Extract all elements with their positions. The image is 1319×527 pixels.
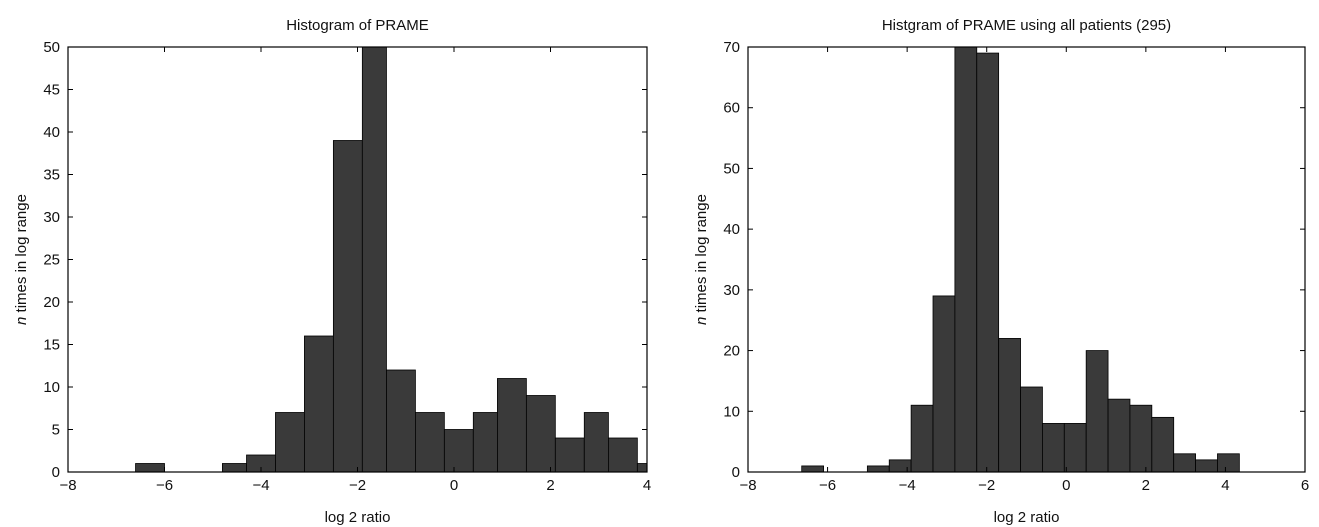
histogram-bar [1151, 416, 1175, 472]
histogram-bar [583, 412, 609, 472]
y-tick-label: 5 [52, 422, 60, 439]
y-tick-label: 20 [43, 294, 60, 311]
histogram-bar [954, 47, 978, 472]
histogram-bar [1217, 453, 1240, 472]
x-tick-label: −4 [899, 477, 916, 494]
x-tick-label: −2 [978, 477, 995, 494]
y-tick-label: 10 [723, 403, 740, 420]
histogram-bar [1129, 404, 1153, 472]
histogram-bar [608, 437, 638, 472]
histogram-bar [932, 295, 956, 472]
y-tick-label: 15 [43, 337, 60, 354]
y-tick-label: 0 [732, 464, 740, 481]
histogram-bar [976, 52, 1000, 472]
y-tick-label: 35 [43, 167, 60, 184]
y-tick-label: 25 [43, 252, 60, 269]
y-tick-label: 30 [43, 209, 60, 226]
histogram-bar [1085, 350, 1109, 472]
histogram-bar [304, 335, 334, 472]
histogram-bar [221, 463, 247, 472]
histogram-bar [866, 465, 890, 472]
histogram-bar [666, 455, 695, 472]
chart-title: Histogram of PRAME [286, 17, 429, 34]
x-tick-label: 4 [1221, 477, 1229, 494]
histogram-bar [443, 429, 474, 472]
histogram-bar [1042, 423, 1065, 472]
y-tick-label: 70 [723, 39, 740, 56]
histogram-prame-chart: −8 −6 −4 −2 0 2 405101520253035404550Histogram… [13, 17, 695, 526]
x-tick-label: 4 [643, 477, 651, 494]
histogram-bar [1173, 453, 1196, 472]
y-tick-label: 20 [723, 343, 740, 360]
x-tick-label: −4 [252, 477, 269, 494]
histogram-bar [554, 437, 585, 472]
y-tick-label: 10 [43, 379, 60, 396]
y-tick-label: 45 [43, 82, 60, 99]
x-axis-label: log 2 ratio [994, 509, 1060, 526]
histogram-bar [497, 378, 527, 472]
y-tick-label: 0 [52, 464, 60, 481]
bars [801, 47, 1240, 472]
histogram-bar [998, 338, 1021, 472]
y-tick-label: 50 [43, 39, 60, 56]
histogram-bar [361, 47, 387, 472]
x-tick-label: −8 [739, 477, 756, 494]
histogram-bar [1107, 398, 1131, 472]
histogram-bar [888, 459, 912, 472]
y-axis-label: n times in log range [693, 194, 710, 325]
histogram-bar [332, 140, 363, 472]
histogram-bar [1195, 459, 1218, 472]
x-tick-label: 2 [546, 477, 554, 494]
x-tick-label: 0 [1062, 477, 1070, 494]
x-tick-label: −6 [819, 477, 836, 494]
y-tick-label: 40 [723, 221, 740, 238]
x-tick-label: 2 [1142, 477, 1150, 494]
histogram-bar [135, 463, 165, 472]
x-tick-label: 6 [1301, 477, 1309, 494]
histogram-bar [636, 463, 647, 472]
histogram-bar [801, 465, 824, 472]
histogram-bar [910, 404, 934, 472]
x-axis-label: log 2 ratio [325, 509, 391, 526]
histogram-bar [1020, 386, 1043, 472]
x-tick-label: −8 [59, 477, 76, 494]
y-axis-label: n times in log range [13, 194, 30, 325]
histogram-bar [414, 412, 445, 472]
x-tick-label: 0 [450, 477, 458, 494]
y-tick-label: 60 [723, 100, 740, 117]
histogram-bar [472, 412, 498, 472]
x-tick-label: −6 [156, 477, 173, 494]
histogram-bar [386, 369, 416, 472]
histogram-bar [275, 412, 305, 472]
plot-frame [747, 46, 1306, 473]
y-tick-label: 40 [43, 124, 60, 141]
bars [135, 47, 695, 472]
histogram-bar [1063, 423, 1087, 472]
chart-title: Histgram of PRAME using all patients (29… [882, 17, 1171, 34]
y-tick-label: 30 [723, 282, 740, 299]
x-tick-label: −2 [349, 477, 366, 494]
histogram-bar [525, 395, 556, 472]
y-tick-label: 50 [723, 160, 740, 177]
